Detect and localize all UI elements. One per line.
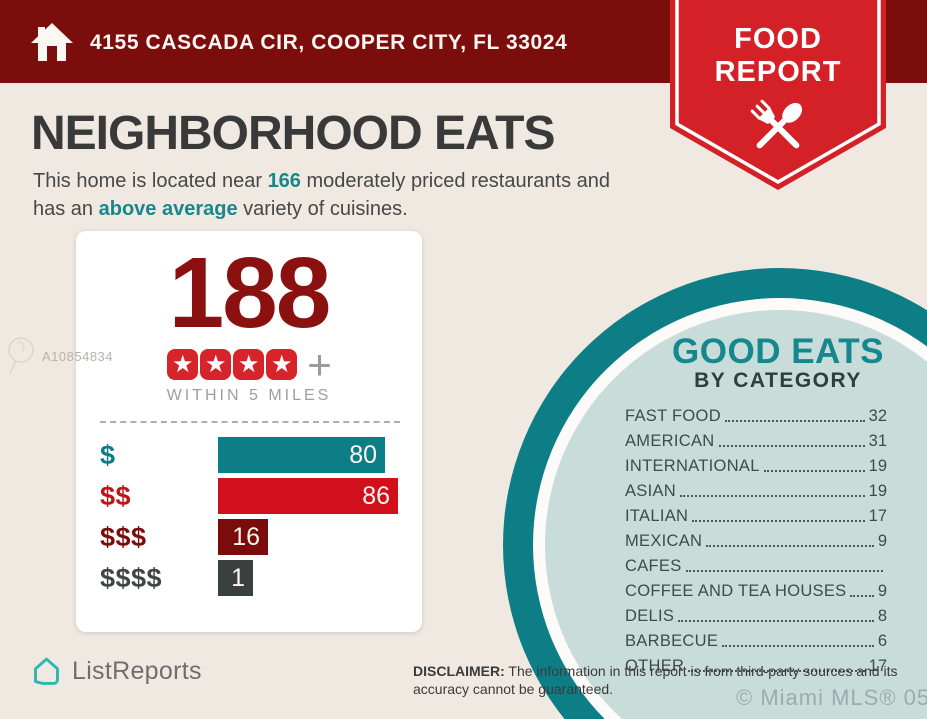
badge-line1: FOOD — [734, 23, 822, 55]
dotted-leader — [718, 445, 865, 447]
category-list: FAST FOOD 32 AMERICAN 31 INTERNATIONAL 19 ASIA… — [625, 401, 887, 676]
intro-paragraph: This home is located near 166 moderately… — [33, 167, 610, 223]
footer-brand: ListReports — [30, 655, 202, 688]
price-tier-bar: 86 — [218, 478, 398, 514]
listing-id-text: A10854834 — [42, 348, 114, 364]
plus-sign: + — [307, 340, 332, 388]
category-row: ITALIAN 17 — [625, 501, 887, 526]
price-tier-row: $$$ 16 — [100, 519, 400, 555]
mls-listing-watermark: A10854834 — [6, 334, 113, 378]
category-count: 32 — [868, 407, 887, 425]
dotted-leader — [763, 470, 865, 472]
category-label: ITALIAN — [625, 507, 689, 525]
category-count: 19 — [868, 457, 887, 475]
radius-caption: WITHIN 5 MILES — [166, 387, 332, 404]
dashed-divider — [100, 421, 400, 423]
good-eats-title: GOOD EATS — [672, 332, 884, 371]
dotted-leader — [706, 545, 874, 547]
category-count: 19 — [868, 482, 887, 500]
home-icon — [31, 22, 73, 61]
category-label: INTERNATIONAL — [625, 457, 760, 475]
category-row: COFFEE AND TEA HOUSES 9 — [625, 576, 887, 601]
category-label: OTHER — [625, 657, 685, 675]
variety-highlight: above average — [98, 198, 238, 220]
dotted-leader — [685, 570, 883, 572]
category-count: 6 — [877, 632, 887, 650]
spoon-fork-icon — [750, 99, 803, 149]
listreports-brand-name: ListReports — [72, 657, 202, 685]
category-row: ASIAN 19 — [625, 476, 887, 501]
category-label: CAFES — [625, 557, 682, 575]
price-tier-row: $80 — [100, 437, 400, 473]
price-tier-label: $$$ — [100, 521, 147, 552]
price-tier-label: $$$$ — [100, 562, 163, 593]
badge-line2: REPORT — [715, 56, 842, 88]
price-tier-label: $$ — [100, 480, 132, 511]
dotted-leader — [724, 420, 865, 422]
restaurant-count-highlight: 166 — [267, 170, 301, 192]
category-count: 9 — [877, 532, 887, 550]
category-row: INTERNATIONAL 19 — [625, 451, 887, 476]
category-row: CAFES — [625, 551, 887, 576]
category-label: FAST FOOD — [625, 407, 721, 425]
category-label: MEXICAN — [625, 532, 703, 550]
category-label: DELIS — [625, 607, 675, 625]
category-row: BARBECUE 6 — [625, 626, 887, 651]
category-count: 8 — [877, 607, 887, 625]
dotted-leader — [850, 595, 874, 597]
star-icon: ★ — [200, 349, 232, 380]
price-tier-bar: 16 — [218, 519, 268, 555]
property-address: 4155 CASCADA CIR, COOPER CITY, FL 33024 — [90, 30, 568, 54]
price-tier-row: $$$$ 1 — [100, 560, 400, 596]
disclaimer: DISCLAIMER: The information in this repo… — [413, 663, 898, 697]
category-count: 9 — [877, 582, 887, 600]
category-row: MEXICAN 9 — [625, 526, 887, 551]
category-row: DELIS 8 — [625, 601, 887, 626]
watermark-sketch-icon — [8, 337, 34, 375]
dotted-leader — [678, 620, 874, 622]
category-label: BARBECUE — [625, 632, 719, 650]
star-icon: ★ — [167, 349, 199, 380]
good-eats-circle: GOOD EATS BY CATEGORY FAST FOOD 32 AMERICA… — [503, 268, 927, 719]
good-eats-subtitle: BY CATEGORY — [694, 369, 862, 392]
category-count: 17 — [868, 507, 887, 525]
dotted-leader — [680, 495, 865, 497]
dotted-leader — [688, 670, 865, 672]
price-tier-row: $$ 86 — [100, 478, 400, 514]
dotted-leader — [722, 645, 874, 647]
category-row: OTHER 17 — [625, 651, 887, 676]
price-tier-chart: $80 $$ 86 $$$ 16 $$$$ 1 — [76, 437, 422, 596]
star-icon: ★ — [233, 349, 265, 380]
star-icon: ★ — [266, 349, 298, 380]
category-row: AMERICAN 31 — [625, 426, 887, 451]
disclaimer-label: DISCLAIMER: — [413, 663, 505, 679]
category-label: AMERICAN — [625, 432, 715, 450]
page-title: NEIGHBORHOOD EATS — [31, 107, 555, 160]
restaurant-total-count: 188 — [168, 237, 332, 349]
price-tier-bar: 80 — [218, 437, 385, 473]
price-tier-label: $ — [100, 439, 116, 470]
price-tier-bar: 1 — [218, 560, 253, 596]
category-label: COFFEE AND TEA HOUSES — [625, 582, 847, 600]
category-label: ASIAN — [625, 482, 677, 500]
intro-line-1: This home is located near 166 moderately… — [33, 170, 610, 192]
stars-row: ★ ★ ★ ★ + — [76, 340, 422, 388]
food-report-badge: FOOD REPORT — [670, 0, 886, 194]
dotted-leader — [692, 520, 865, 522]
intro-line-2: has an above average variety of cuisines… — [33, 198, 408, 220]
star-rating: ★ ★ ★ ★ — [166, 349, 298, 380]
category-row: FAST FOOD 32 — [625, 401, 887, 426]
mls-credit-watermark: © Miami MLS® 05/2020 — [736, 685, 927, 710]
category-count: 17 — [868, 657, 887, 675]
listreports-logo-icon — [34, 657, 59, 685]
category-count: 31 — [868, 432, 887, 450]
summary-card: 188 ★ ★ ★ ★ + WITHIN 5 MILES $80 $$ 86 $$$ 16 $$… — [76, 231, 422, 632]
